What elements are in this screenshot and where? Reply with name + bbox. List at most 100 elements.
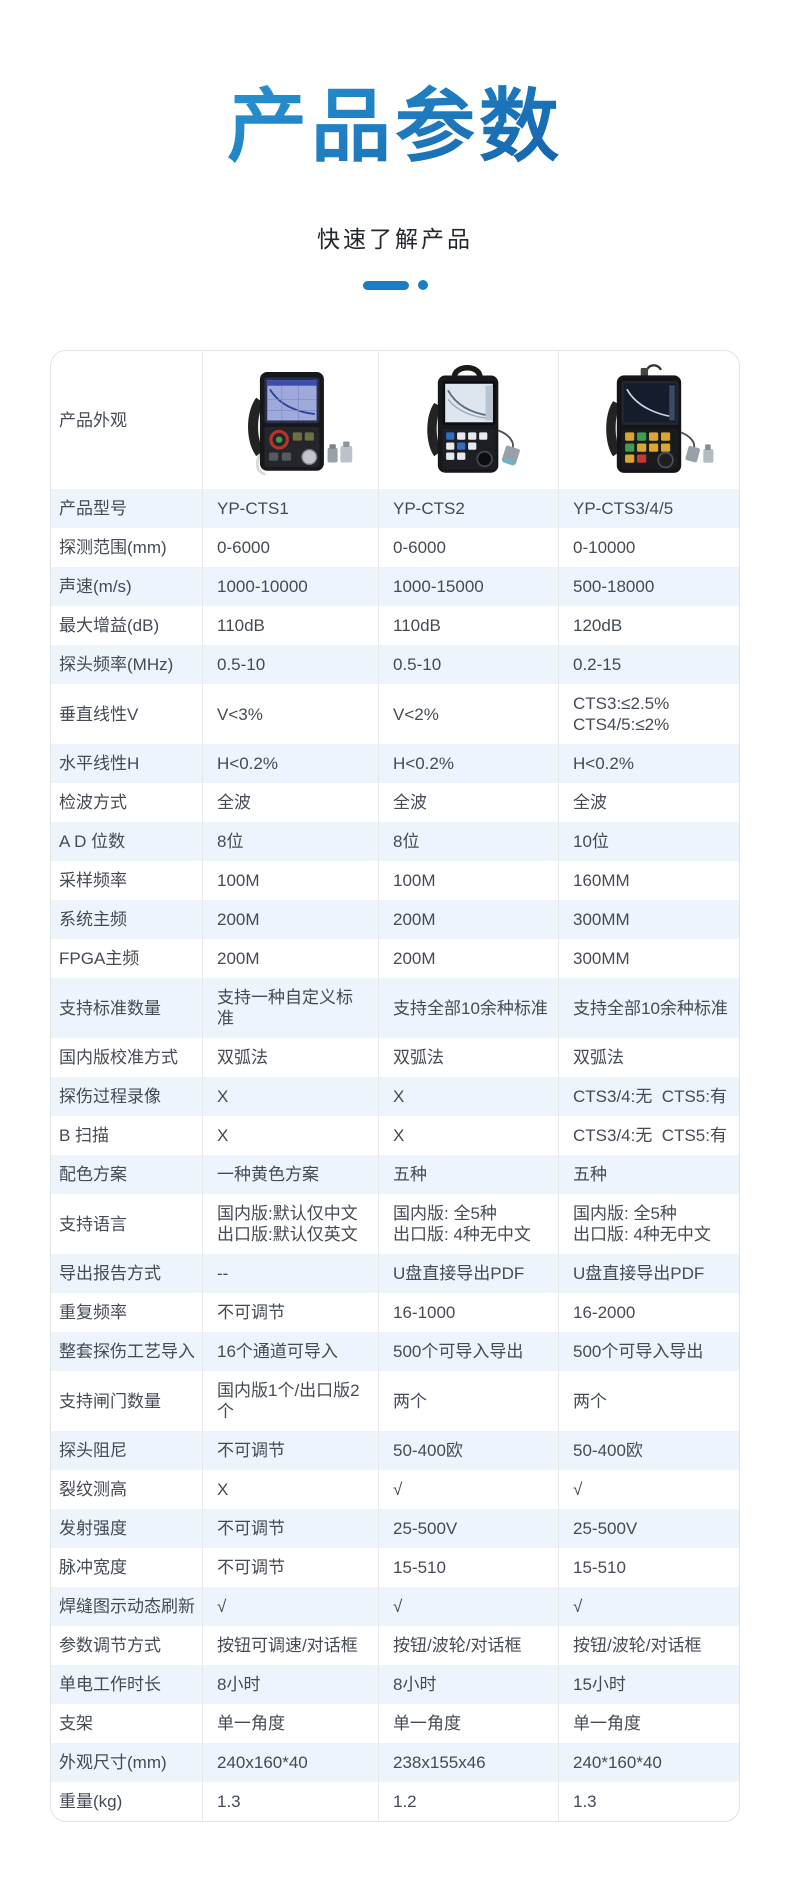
row-value-cts345: 两个 xyxy=(558,1371,739,1431)
row-label: 支架 xyxy=(59,1714,93,1733)
row-label: 探头阻尼 xyxy=(59,1441,127,1460)
row-value-cts2: 15-510 xyxy=(378,1548,558,1587)
row-value-cts2: 25-500V xyxy=(378,1509,558,1548)
row-value-cts345: 16-2000 xyxy=(558,1293,739,1332)
row-value-cts345: 500-18000 xyxy=(558,567,739,606)
row-value-cts2: √ xyxy=(378,1470,558,1509)
row-label: 探伤过程录像 xyxy=(59,1087,161,1106)
row-value-cts1: 240x160*40 xyxy=(202,1743,378,1782)
row-value-cts345: 50-400欧 xyxy=(558,1431,739,1470)
row-value-cts2: 200M xyxy=(378,939,558,978)
row-value-cts2: U盘直接导出PDF xyxy=(378,1254,558,1293)
deco-dot-icon xyxy=(417,280,428,290)
row-value-cts2: 16-1000 xyxy=(378,1293,558,1332)
row-value-cts345: 全波 xyxy=(558,783,739,822)
table-row: 探伤过程录像 X X CTS3/4:无 CTS5:有 xyxy=(51,1077,739,1116)
product-image-cell-cts2 xyxy=(378,351,558,489)
row-value-cts345: 双弧法 xyxy=(558,1038,739,1077)
row-value-cts2: 50-400欧 xyxy=(378,1431,558,1470)
row-label: 配色方案 xyxy=(59,1165,127,1184)
row-value-cts1: 不可调节 xyxy=(202,1509,378,1548)
row-value-cts1: 1.3 xyxy=(202,1782,378,1821)
row-value-cts345: 按钮/波轮/对话框 xyxy=(558,1626,739,1665)
row-value-cts1: 一种黄色方案 xyxy=(202,1155,378,1194)
row-label: 整套探伤工艺导入 xyxy=(59,1342,195,1361)
row-value-cts345: 10位 xyxy=(558,822,739,861)
row-label: 系统主频 xyxy=(59,910,127,929)
table-row: 导出报告方式 -- U盘直接导出PDF U盘直接导出PDF xyxy=(51,1254,739,1293)
table-row: 脉冲宽度 不可调节 15-510 15-510 xyxy=(51,1548,739,1587)
table-row: 重量(kg) 1.3 1.2 1.3 xyxy=(51,1782,739,1821)
table-body: 探测范围(mm) 0-6000 0-6000 0-10000 声速(m/s) 1… xyxy=(51,528,739,1821)
row-label: 脉冲宽度 xyxy=(59,1558,127,1577)
table-row: 裂纹测高 X √ √ xyxy=(51,1470,739,1509)
row-value-cts2: 1.2 xyxy=(378,1782,558,1821)
table-row: 系统主频 200M 200M 300MM xyxy=(51,900,739,939)
row-label: FPGA主频 xyxy=(59,949,140,968)
row-value-cts345: 0-10000 xyxy=(558,528,739,567)
deco-dash-icon xyxy=(362,280,409,290)
table-row: 参数调节方式 按钮可调速/对话框 按钮/波轮/对话框 按钮/波轮/对话框 xyxy=(51,1626,739,1665)
row-label: 单电工作时长 xyxy=(59,1675,161,1694)
row-value-cts345: 300MM xyxy=(558,939,739,978)
flaw-detector-cts345-image xyxy=(606,364,714,473)
table-row-model: 产品型号 YP-CTS1 YP-CTS2 YP-CTS3/4/5 xyxy=(51,489,739,528)
row-label: 水平线性H xyxy=(59,754,140,773)
row-value-cts345: 300MM xyxy=(558,900,739,939)
row-label: 支持闸门数量 xyxy=(59,1391,161,1411)
row-value-cts1: X xyxy=(202,1116,378,1155)
row-label: 探测范围(mm) xyxy=(59,538,167,557)
row-label: 焊缝图示动态刷新 xyxy=(59,1597,195,1616)
row-value-cts2: H<0.2% xyxy=(378,744,558,783)
table-row: 国内版校准方式 双弧法 双弧法 双弧法 xyxy=(51,1038,739,1077)
row-value-cts1: 全波 xyxy=(202,783,378,822)
table-row: 支持语言 国内版:默认仅中文 出口版:默认仅英文 国内版: 全5种 出口版: 4… xyxy=(51,1194,739,1254)
row-value-cts1: 0.5-10 xyxy=(202,645,378,684)
table-row: 检波方式 全波 全波 全波 xyxy=(51,783,739,822)
row-label: 发射强度 xyxy=(59,1519,127,1538)
row-value-cts1: 200M xyxy=(202,939,378,978)
row-value-cts2: 双弧法 xyxy=(378,1038,558,1077)
row-value-cts2: 200M xyxy=(378,900,558,939)
row-value-cts345: 25-500V xyxy=(558,1509,739,1548)
row-value-cts2: 238x155x46 xyxy=(378,1743,558,1782)
row-value-cts2: 110dB xyxy=(378,606,558,645)
row-label: 裂纹测高 xyxy=(59,1480,127,1499)
row-value-cts1: 8位 xyxy=(202,822,378,861)
row-value-cts345: 15小时 xyxy=(558,1665,739,1704)
row-label: 产品外观 xyxy=(59,410,127,430)
row-value-cts1: 双弧法 xyxy=(202,1038,378,1077)
model-name-cts1: YP-CTS1 xyxy=(202,489,378,528)
table-row-appearance: 产品外观 xyxy=(51,351,739,489)
table-row: 最大增益(dB) 110dB 110dB 120dB xyxy=(51,606,739,645)
row-value-cts2: 支持全部10余种标准 xyxy=(378,978,558,1038)
row-label: B 扫描 xyxy=(59,1126,110,1145)
title-underline-decoration xyxy=(0,280,790,290)
row-label: 声速(m/s) xyxy=(59,577,132,596)
table-row: 发射强度 不可调节 25-500V 25-500V xyxy=(51,1509,739,1548)
row-value-cts1: 不可调节 xyxy=(202,1293,378,1332)
row-label: 重复频率 xyxy=(59,1303,127,1322)
page-subtitle: 快速了解产品 xyxy=(317,226,473,252)
table-row: 垂直线性V V<3% V<2% CTS3:≤2.5% CTS4/5:≤2% xyxy=(51,684,739,744)
table-row: 单电工作时长 8小时 8小时 15小时 xyxy=(51,1665,739,1704)
row-label: A D 位数 xyxy=(59,832,126,851)
row-label: 探头频率(MHz) xyxy=(59,655,174,674)
table-row: FPGA主频 200M 200M 300MM xyxy=(51,939,739,978)
row-value-cts345: √ xyxy=(558,1470,739,1509)
table-row: 探头阻尼 不可调节 50-400欧 50-400欧 xyxy=(51,1431,739,1470)
row-value-cts1: -- xyxy=(202,1254,378,1293)
row-value-cts2: 五种 xyxy=(378,1155,558,1194)
row-value-cts345: 1.3 xyxy=(558,1782,739,1821)
table-row: A D 位数 8位 8位 10位 xyxy=(51,822,739,861)
row-value-cts345: 500个可导入导出 xyxy=(558,1332,739,1371)
row-value-cts345: CTS3:≤2.5% CTS4/5:≤2% xyxy=(558,684,739,744)
row-value-cts345: 0.2-15 xyxy=(558,645,739,684)
row-label: 检波方式 xyxy=(59,793,127,812)
row-value-cts2: 500个可导入导出 xyxy=(378,1332,558,1371)
row-label: 参数调节方式 xyxy=(59,1636,161,1655)
row-label: 导出报告方式 xyxy=(59,1264,161,1283)
model-name-cts345: YP-CTS3/4/5 xyxy=(558,489,739,528)
row-label: 重量(kg) xyxy=(59,1792,123,1811)
row-value-cts2: 0.5-10 xyxy=(378,645,558,684)
